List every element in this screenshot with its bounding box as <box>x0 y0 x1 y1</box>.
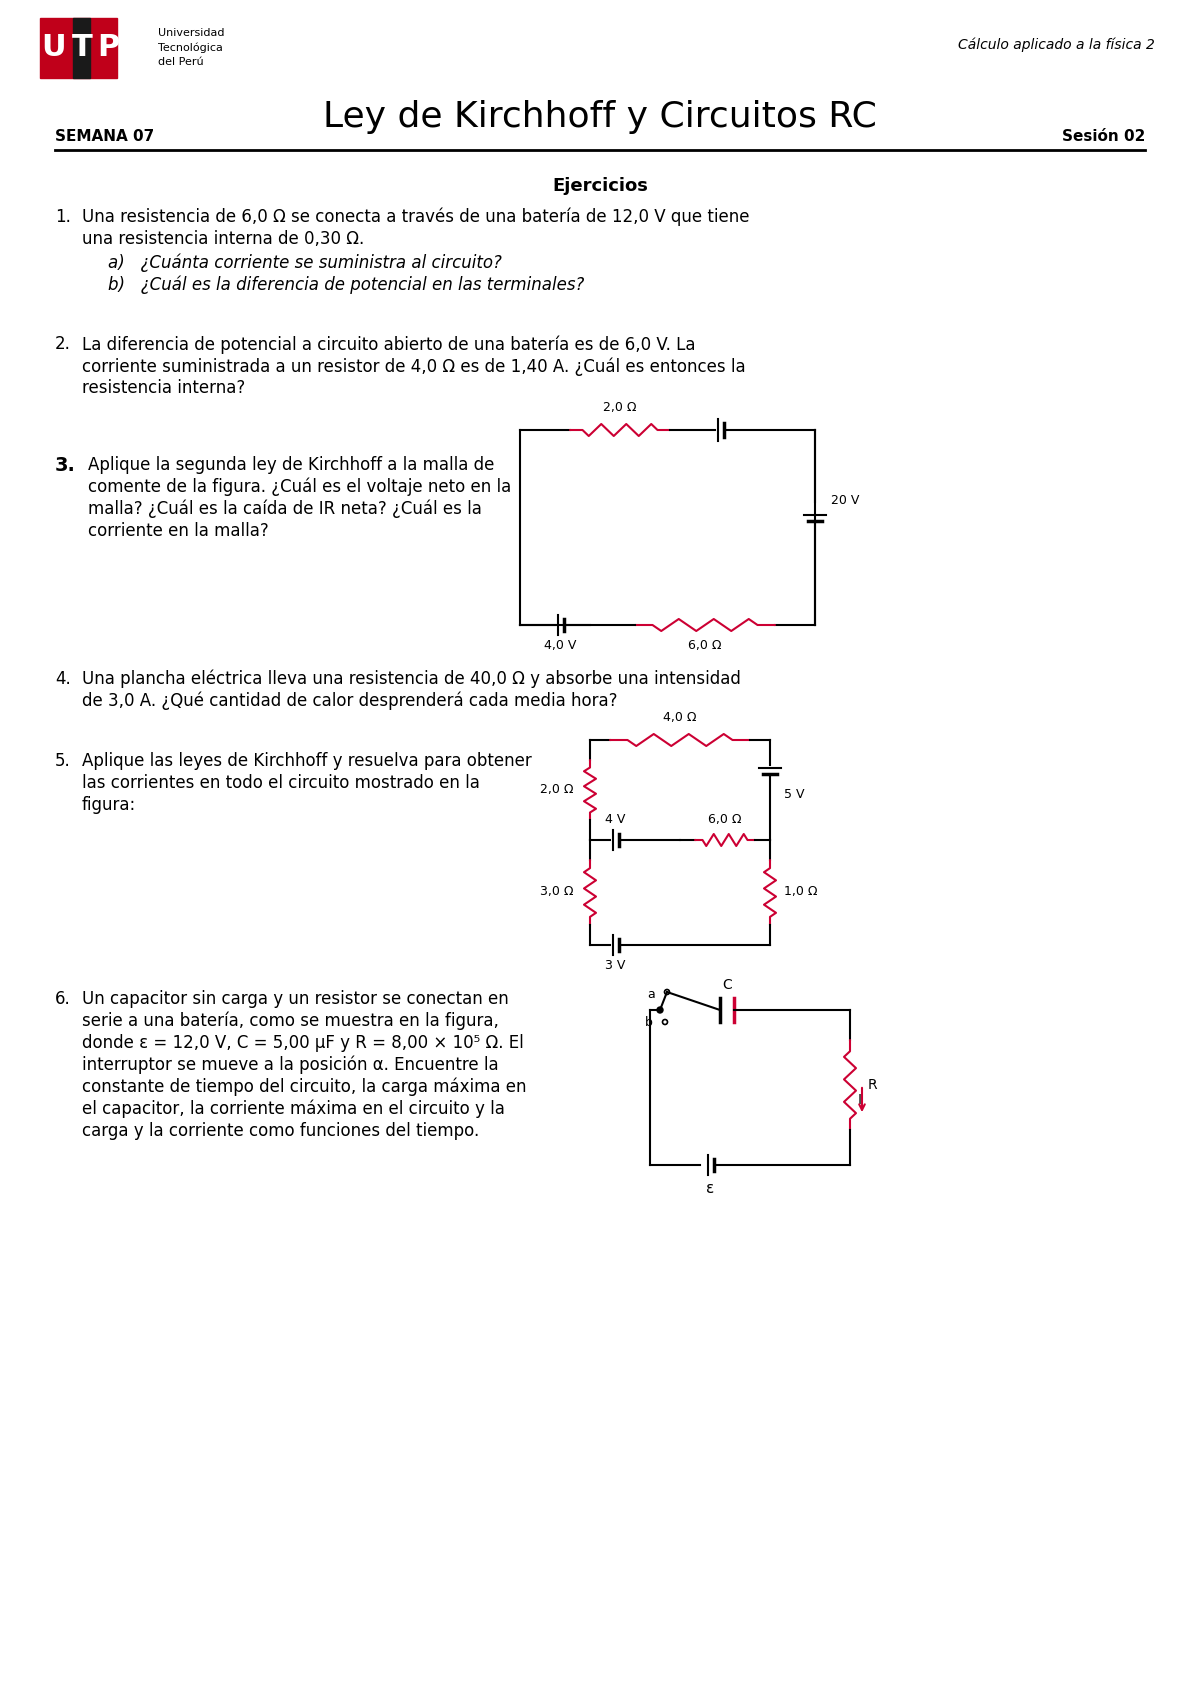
Text: Aplique las leyes de Kirchhoff y resuelva para obtener: Aplique las leyes de Kirchhoff y resuelv… <box>82 752 532 770</box>
Text: carga y la corriente como funciones del tiempo.: carga y la corriente como funciones del … <box>82 1122 479 1140</box>
Text: ε: ε <box>706 1181 714 1196</box>
Text: Sesión 02: Sesión 02 <box>1062 129 1145 144</box>
Text: R: R <box>868 1078 877 1091</box>
Text: C: C <box>722 977 732 993</box>
Circle shape <box>658 1006 662 1013</box>
Text: 1,0 Ω: 1,0 Ω <box>784 886 817 898</box>
Text: 4 V: 4 V <box>605 813 625 826</box>
Text: las corrientes en todo el circuito mostrado en la: las corrientes en todo el circuito mostr… <box>82 774 480 792</box>
Text: Una plancha eléctrica lleva una resistencia de 40,0 Ω y absorbe una intensidad: Una plancha eléctrica lleva una resisten… <box>82 670 740 689</box>
Text: Cálculo aplicado a la física 2: Cálculo aplicado a la física 2 <box>958 37 1154 53</box>
Text: corriente suministrada a un resistor de 4,0 Ω es de 1,40 A. ¿Cuál es entonces la: corriente suministrada a un resistor de … <box>82 356 745 375</box>
Text: 3,0 Ω: 3,0 Ω <box>540 886 574 898</box>
Text: 2,0 Ω: 2,0 Ω <box>540 784 574 796</box>
Text: a: a <box>647 988 655 1001</box>
Text: 2.: 2. <box>55 334 71 353</box>
Text: SEMANA 07: SEMANA 07 <box>55 129 155 144</box>
Text: comente de la figura. ¿Cuál es el voltaje neto en la: comente de la figura. ¿Cuál es el voltaj… <box>88 479 511 497</box>
Text: 20 V: 20 V <box>830 494 859 506</box>
Text: T: T <box>72 34 92 63</box>
Bar <box>40 19 118 78</box>
Text: 4.: 4. <box>55 670 71 687</box>
Text: 3 V: 3 V <box>605 959 625 972</box>
Text: Ejercicios: Ejercicios <box>552 176 648 195</box>
Text: Aplique la segunda ley de Kirchhoff a la malla de: Aplique la segunda ley de Kirchhoff a la… <box>88 456 494 473</box>
Text: figura:: figura: <box>82 796 137 815</box>
Text: a)   ¿Cuánta corriente se suministra al circuito?: a) ¿Cuánta corriente se suministra al ci… <box>108 255 502 273</box>
Text: el capacitor, la corriente máxima en el circuito y la: el capacitor, la corriente máxima en el … <box>82 1100 505 1118</box>
Text: P: P <box>97 34 119 63</box>
Text: serie a una batería, como se muestra en la figura,: serie a una batería, como se muestra en … <box>82 1011 499 1030</box>
Text: interruptor se mueve a la posición α. Encuentre la: interruptor se mueve a la posición α. En… <box>82 1056 499 1074</box>
Text: 4,0 V: 4,0 V <box>544 640 576 652</box>
Text: 6,0 Ω: 6,0 Ω <box>708 813 742 826</box>
Text: donde ε = 12,0 V, C = 5,00 μF y R = 8,00 × 10⁵ Ω. El: donde ε = 12,0 V, C = 5,00 μF y R = 8,00… <box>82 1033 523 1052</box>
Text: resistencia interna?: resistencia interna? <box>82 378 245 397</box>
Text: corriente en la malla?: corriente en la malla? <box>88 523 269 540</box>
Text: Una resistencia de 6,0 Ω se conecta a través de una batería de 12,0 V que tiene: Una resistencia de 6,0 Ω se conecta a tr… <box>82 209 750 226</box>
Text: Un capacitor sin carga y un resistor se conectan en: Un capacitor sin carga y un resistor se … <box>82 989 509 1008</box>
Text: 1.: 1. <box>55 209 71 226</box>
Text: 6,0 Ω: 6,0 Ω <box>689 640 721 652</box>
Text: 3.: 3. <box>55 456 76 475</box>
Text: U: U <box>42 34 66 63</box>
Text: La diferencia de potencial a circuito abierto de una batería es de 6,0 V. La: La diferencia de potencial a circuito ab… <box>82 334 696 353</box>
Text: I: I <box>858 1093 862 1106</box>
Bar <box>73 19 90 78</box>
Text: b: b <box>646 1015 653 1028</box>
Text: malla? ¿Cuál es la caída de IR neta? ¿Cuál es la: malla? ¿Cuál es la caída de IR neta? ¿Cu… <box>88 501 482 519</box>
Text: 6.: 6. <box>55 989 71 1008</box>
Text: de 3,0 A. ¿Qué cantidad de calor desprenderá cada media hora?: de 3,0 A. ¿Qué cantidad de calor despren… <box>82 692 618 711</box>
Text: b)   ¿Cuál es la diferencia de potencial en las terminales?: b) ¿Cuál es la diferencia de potencial e… <box>108 277 584 295</box>
Text: 4,0 Ω: 4,0 Ω <box>664 711 697 725</box>
Text: Universidad
Tecnológica
del Perú: Universidad Tecnológica del Perú <box>158 27 224 66</box>
Text: Ley de Kirchhoff y Circuitos RC: Ley de Kirchhoff y Circuitos RC <box>323 100 877 134</box>
Text: 5.: 5. <box>55 752 71 770</box>
Text: constante de tiempo del circuito, la carga máxima en: constante de tiempo del circuito, la car… <box>82 1078 527 1096</box>
Text: 5 V: 5 V <box>784 789 804 801</box>
Text: una resistencia interna de 0,30 Ω.: una resistencia interna de 0,30 Ω. <box>82 231 365 248</box>
Text: 2,0 Ω: 2,0 Ω <box>604 400 637 414</box>
